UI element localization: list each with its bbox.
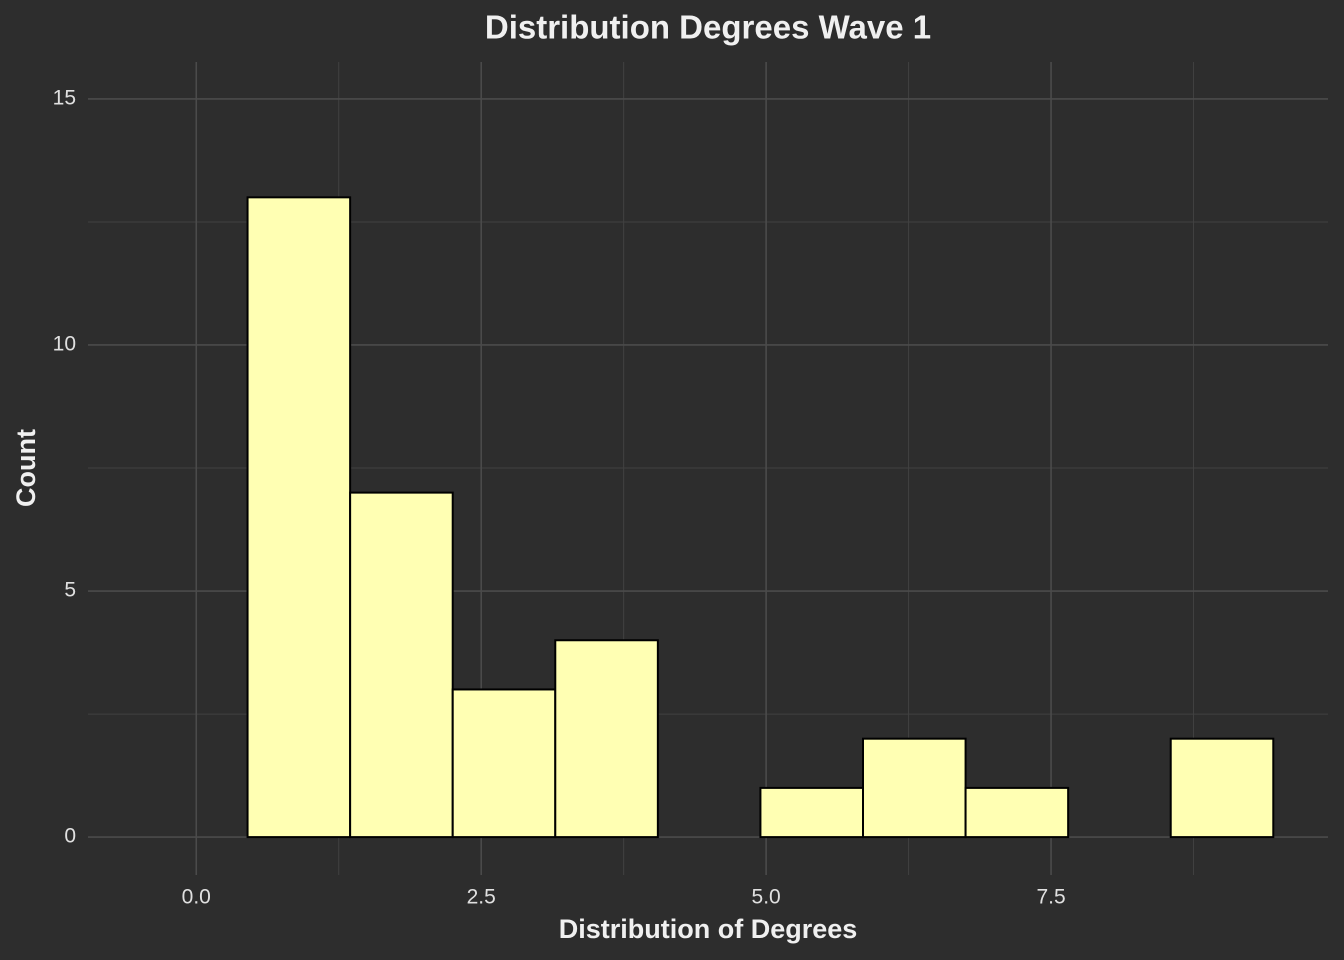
y-tick-label: 0 xyxy=(64,825,76,848)
y-tick-label: 15 xyxy=(53,86,76,109)
y-tick-label: 5 xyxy=(64,579,76,602)
bar xyxy=(349,491,454,839)
x-tick-label: 0.0 xyxy=(182,886,211,909)
chart-title: Distribution Degrees Wave 1 xyxy=(485,9,931,46)
x-axis-title: Distribution of Degrees xyxy=(559,914,858,944)
bar xyxy=(862,737,967,839)
x-tick-label: 7.5 xyxy=(1036,886,1065,909)
bar xyxy=(554,639,659,839)
x-tick-label: 5.0 xyxy=(752,886,781,909)
bar xyxy=(964,786,1070,839)
bar xyxy=(759,786,864,839)
y-tick-label: 10 xyxy=(53,333,76,356)
bar xyxy=(246,196,352,839)
bar xyxy=(451,688,557,839)
bar xyxy=(1169,737,1275,839)
y-axis-title: Count xyxy=(11,429,41,507)
x-tick-label: 2.5 xyxy=(467,886,496,909)
